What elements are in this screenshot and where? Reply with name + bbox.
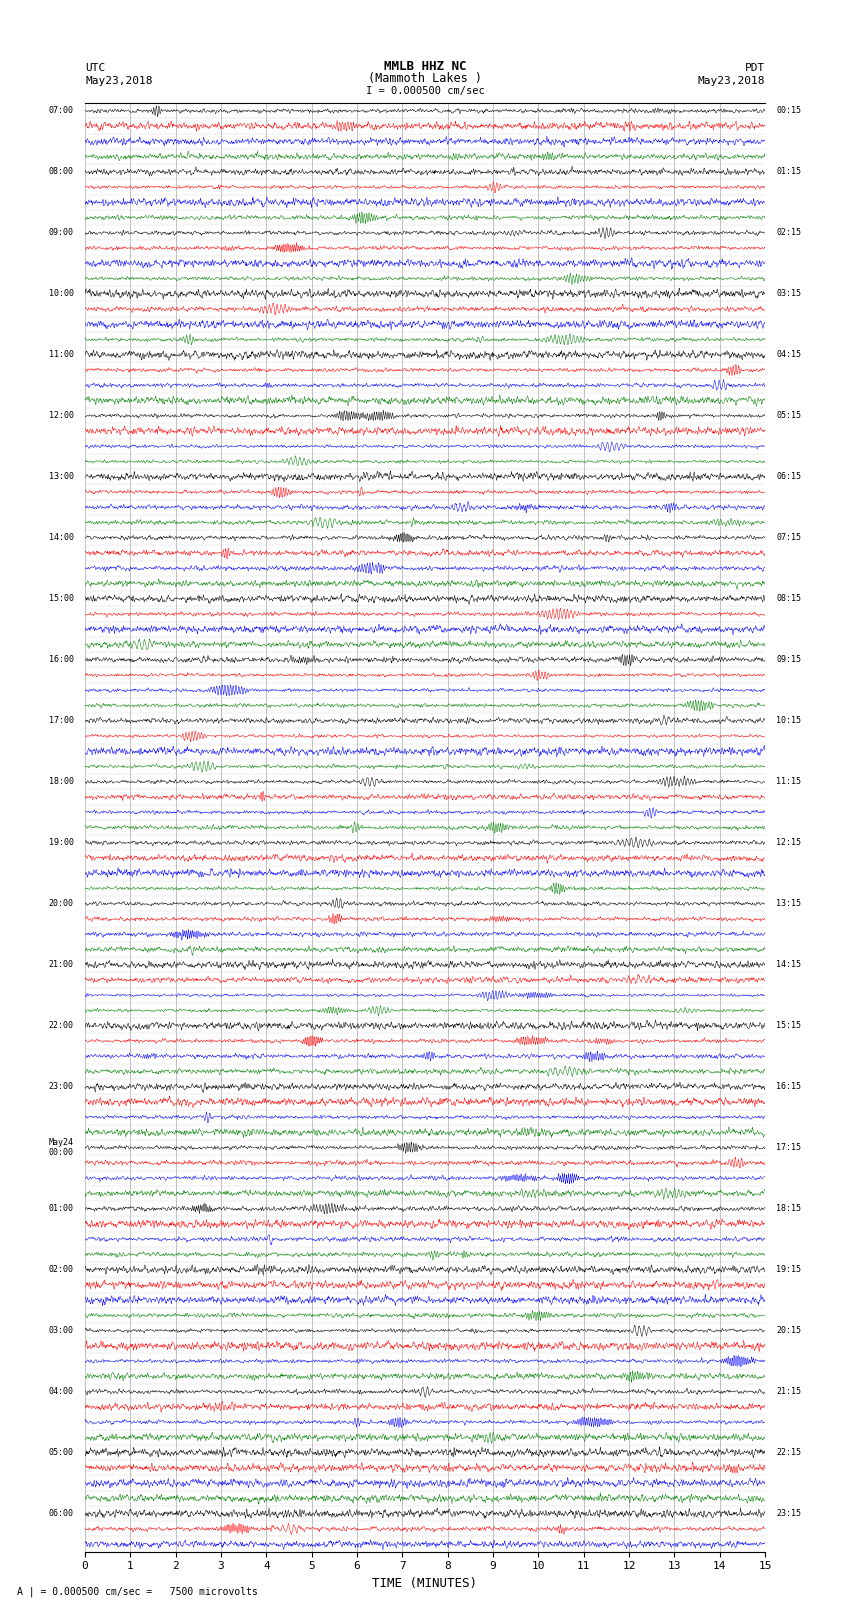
Text: 19:00: 19:00 <box>48 839 74 847</box>
Text: May24
00:00: May24 00:00 <box>48 1137 74 1158</box>
Text: 00:15: 00:15 <box>776 106 802 116</box>
Text: 05:15: 05:15 <box>776 411 802 421</box>
Text: 05:00: 05:00 <box>48 1448 74 1457</box>
Text: 21:15: 21:15 <box>776 1387 802 1397</box>
Text: 01:00: 01:00 <box>48 1205 74 1213</box>
Text: 18:15: 18:15 <box>776 1205 802 1213</box>
Text: 04:00: 04:00 <box>48 1387 74 1397</box>
Text: 23:00: 23:00 <box>48 1082 74 1090</box>
Text: 12:15: 12:15 <box>776 839 802 847</box>
Text: 20:00: 20:00 <box>48 898 74 908</box>
Text: 13:15: 13:15 <box>776 898 802 908</box>
Text: 16:15: 16:15 <box>776 1082 802 1090</box>
Text: 10:00: 10:00 <box>48 289 74 298</box>
Text: 01:15: 01:15 <box>776 168 802 176</box>
Text: 03:15: 03:15 <box>776 289 802 298</box>
Text: PDT: PDT <box>745 63 765 73</box>
Text: 09:15: 09:15 <box>776 655 802 665</box>
Text: I = 0.000500 cm/sec: I = 0.000500 cm/sec <box>366 85 484 97</box>
Text: 02:15: 02:15 <box>776 229 802 237</box>
Text: 12:00: 12:00 <box>48 411 74 421</box>
Text: 23:15: 23:15 <box>776 1510 802 1518</box>
Text: 03:00: 03:00 <box>48 1326 74 1336</box>
Text: 22:15: 22:15 <box>776 1448 802 1457</box>
Text: 14:00: 14:00 <box>48 534 74 542</box>
Text: (Mammoth Lakes ): (Mammoth Lakes ) <box>368 71 482 84</box>
Text: 04:15: 04:15 <box>776 350 802 360</box>
Text: 15:15: 15:15 <box>776 1021 802 1031</box>
Text: May23,2018: May23,2018 <box>85 76 152 85</box>
Text: 02:00: 02:00 <box>48 1265 74 1274</box>
Text: 09:00: 09:00 <box>48 229 74 237</box>
Text: 15:00: 15:00 <box>48 594 74 603</box>
Text: 21:00: 21:00 <box>48 960 74 969</box>
X-axis label: TIME (MINUTES): TIME (MINUTES) <box>372 1578 478 1590</box>
Text: 11:15: 11:15 <box>776 777 802 786</box>
Text: MMLB HHZ NC: MMLB HHZ NC <box>383 60 467 73</box>
Text: 18:00: 18:00 <box>48 777 74 786</box>
Text: 19:15: 19:15 <box>776 1265 802 1274</box>
Text: A | = 0.000500 cm/sec =   7500 microvolts: A | = 0.000500 cm/sec = 7500 microvolts <box>17 1586 258 1597</box>
Text: May23,2018: May23,2018 <box>698 76 765 85</box>
Text: 10:15: 10:15 <box>776 716 802 726</box>
Text: 07:15: 07:15 <box>776 534 802 542</box>
Text: 06:00: 06:00 <box>48 1510 74 1518</box>
Text: 08:00: 08:00 <box>48 168 74 176</box>
Text: 07:00: 07:00 <box>48 106 74 116</box>
Text: 11:00: 11:00 <box>48 350 74 360</box>
Text: 06:15: 06:15 <box>776 473 802 481</box>
Text: 22:00: 22:00 <box>48 1021 74 1031</box>
Text: 08:15: 08:15 <box>776 594 802 603</box>
Text: 16:00: 16:00 <box>48 655 74 665</box>
Text: 13:00: 13:00 <box>48 473 74 481</box>
Text: UTC: UTC <box>85 63 105 73</box>
Text: 14:15: 14:15 <box>776 960 802 969</box>
Text: 17:00: 17:00 <box>48 716 74 726</box>
Text: 20:15: 20:15 <box>776 1326 802 1336</box>
Text: 17:15: 17:15 <box>776 1144 802 1152</box>
